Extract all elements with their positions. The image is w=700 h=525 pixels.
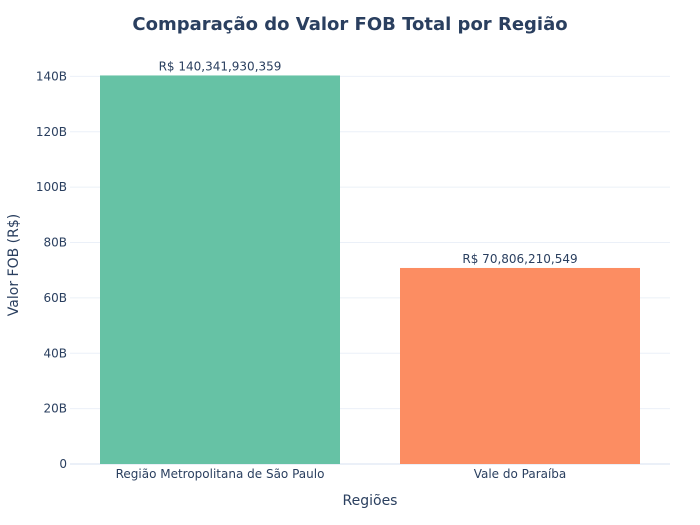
x-tick-label: Vale do Paraíba (474, 467, 567, 481)
x-tick-label: Região Metropolitana de São Paulo (116, 467, 325, 481)
bar (100, 75, 340, 465)
y-tick-label: 140B (36, 69, 67, 83)
chart-title: Comparação do Valor FOB Total por Região (132, 14, 567, 35)
data-labels: R$ 140,341,930,359 R$ 70,806,210,549 (159, 59, 578, 266)
x-axis-title: Regiões (343, 493, 398, 509)
y-axis-ticks: 0 20B 40B 60B 80B 100B 120B 140B (36, 69, 67, 471)
y-tick-label: 40B (43, 346, 67, 360)
bar-data-label: R$ 70,806,210,549 (462, 252, 577, 266)
y-tick-label: 20B (43, 402, 67, 416)
x-axis-ticks: Região Metropolitana de São Paulo Vale do… (116, 467, 567, 481)
y-tick-label: 100B (36, 180, 67, 194)
bars (100, 75, 640, 465)
y-tick-label: 120B (36, 125, 67, 139)
bar (400, 267, 640, 464)
y-tick-label: 0 (59, 457, 67, 471)
y-tick-label: 80B (43, 236, 67, 250)
y-tick-label: 60B (43, 291, 67, 305)
bar-data-label: R$ 140,341,930,359 (159, 59, 282, 73)
y-axis-title: Valor FOB (R$) (6, 214, 22, 316)
